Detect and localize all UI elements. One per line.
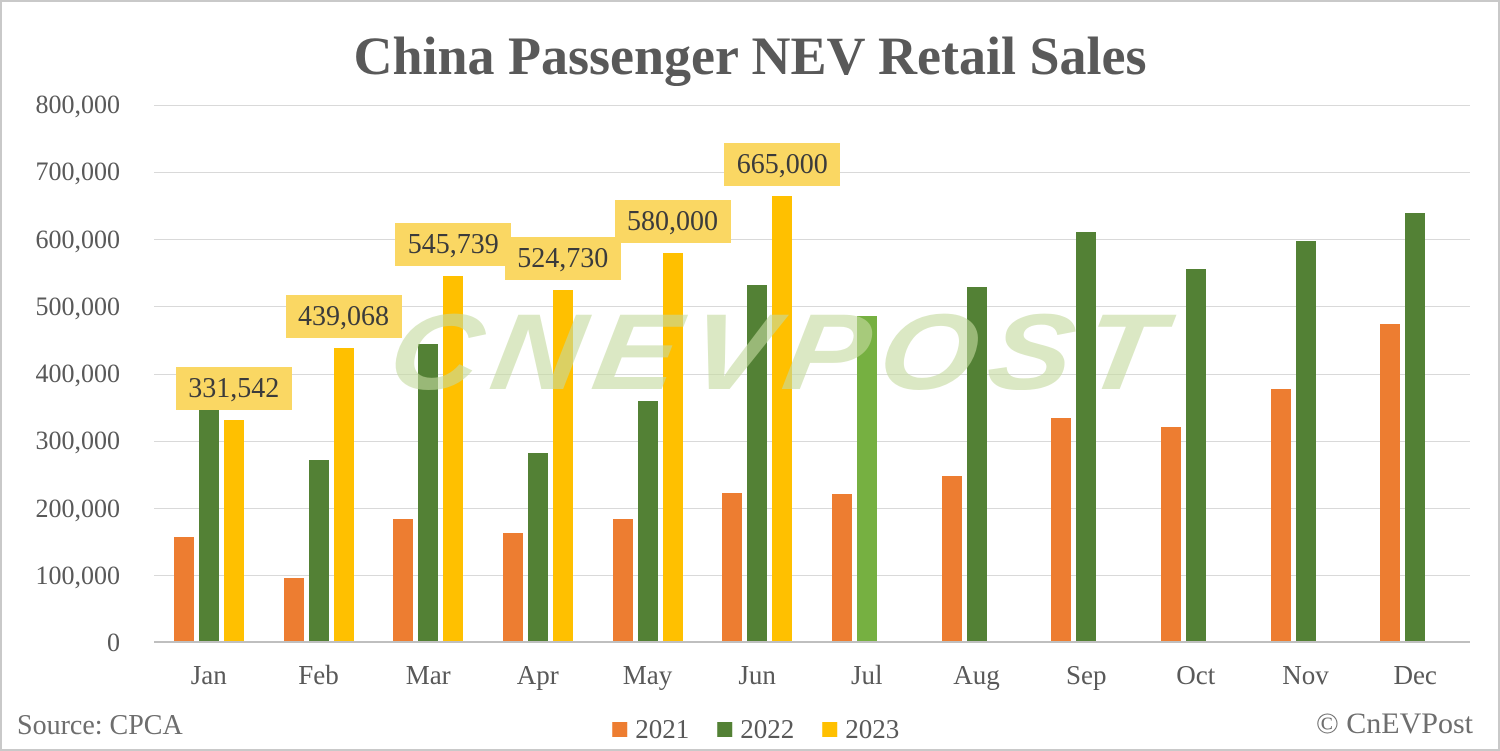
- y-tick-label: 100,000: [35, 560, 121, 590]
- month-label-jan: Jan: [190, 660, 227, 690]
- legend-label-2023: 2023: [845, 714, 900, 744]
- bar-2022-may: [637, 400, 658, 643]
- legend: 2021 2022 2023: [612, 714, 899, 745]
- bar-2021-mar: [393, 518, 414, 643]
- month-label-jun: Jun: [738, 660, 776, 690]
- bar-2022-dec: [1405, 212, 1426, 643]
- data-label-feb: 439,068: [285, 294, 402, 338]
- month-label-mar: Mar: [405, 660, 451, 690]
- y-tick-label: 600,000: [35, 224, 121, 254]
- month-label-feb: Feb: [298, 660, 339, 690]
- legend-item-2021: 2021: [612, 714, 689, 745]
- bar-2023-apr: [552, 290, 573, 643]
- bar-2021-nov: [1270, 388, 1291, 643]
- gridline: [154, 239, 1470, 240]
- bar-2023-feb: [333, 347, 354, 643]
- bar-2022-sep: [1076, 232, 1097, 643]
- bar-2022-jan: [198, 409, 219, 643]
- bar-2022-aug: [966, 287, 987, 643]
- bar-2021-sep: [1051, 418, 1072, 643]
- y-tick-label: 700,000: [35, 157, 121, 187]
- bar-2021-jun: [722, 493, 743, 643]
- bar-2022-jul: [856, 316, 877, 643]
- bar-2023-jan: [223, 420, 244, 643]
- gridline: [154, 306, 1470, 308]
- data-label-apr: 524,730: [504, 237, 621, 281]
- bar-2021-dec: [1380, 323, 1401, 643]
- month-label-oct: Oct: [1176, 660, 1216, 690]
- copyright-text: © CnEVPost: [1316, 707, 1473, 740]
- data-label-jun: 665,000: [724, 142, 841, 186]
- bar-2022-feb: [308, 460, 329, 643]
- source-text: Source: CPCA: [17, 710, 183, 741]
- bar-2023-jun: [772, 195, 793, 643]
- month-label-nov: Nov: [1282, 660, 1329, 690]
- month-label-jul: Jul: [851, 660, 883, 690]
- y-tick-label: 800,000: [35, 90, 121, 119]
- y-tick-label: 0: [107, 628, 120, 657]
- data-label-jan: 331,542: [175, 367, 292, 410]
- bar-2022-nov: [1295, 240, 1316, 643]
- gridline: [154, 575, 1470, 577]
- legend-swatch-2022: [717, 722, 733, 737]
- y-tick-label: 200,000: [35, 493, 121, 523]
- gridline: [154, 508, 1470, 509]
- bar-2022-mar: [418, 343, 439, 643]
- month-label-sep: Sep: [1065, 660, 1107, 690]
- legend-label-2021: 2021: [635, 714, 690, 744]
- bar-2022-apr: [527, 453, 548, 643]
- data-label-may: 580,000: [614, 199, 731, 243]
- gridline: [154, 440, 1470, 442]
- legend-swatch-2021: [612, 722, 628, 737]
- y-tick-label: 300,000: [35, 426, 121, 456]
- bar-2021-jul: [831, 493, 852, 643]
- bar-2021-feb: [283, 577, 304, 643]
- gridline: [154, 104, 1470, 106]
- gridline: [154, 373, 1470, 375]
- chart-title: China Passenger NEV Retail Sales: [353, 26, 1147, 86]
- bar-2023-may: [662, 252, 683, 643]
- y-tick-label: 500,000: [35, 291, 121, 321]
- month-label-apr: Apr: [516, 660, 559, 690]
- data-label-mar: 545,739: [395, 223, 512, 266]
- legend-label-2022: 2022: [740, 714, 795, 744]
- bar-2022-jun: [747, 285, 768, 643]
- bar-2021-oct: [1160, 427, 1181, 643]
- legend-swatch-2023: [822, 722, 838, 737]
- bar-2021-aug: [941, 475, 962, 643]
- bar-2021-may: [612, 518, 633, 643]
- bar-2023-mar: [443, 276, 464, 643]
- month-label-aug: Aug: [953, 660, 1000, 690]
- bar-2022-oct: [1185, 269, 1206, 643]
- bar-2021-jan: [173, 536, 194, 643]
- legend-item-2022: 2022: [717, 714, 794, 745]
- bar-2021-apr: [502, 533, 523, 643]
- x-axis-line: [154, 641, 1470, 643]
- y-tick-label: 400,000: [35, 359, 121, 388]
- legend-item-2023: 2023: [822, 714, 899, 745]
- month-label-dec: Dec: [1393, 660, 1437, 690]
- month-label-may: May: [622, 660, 673, 690]
